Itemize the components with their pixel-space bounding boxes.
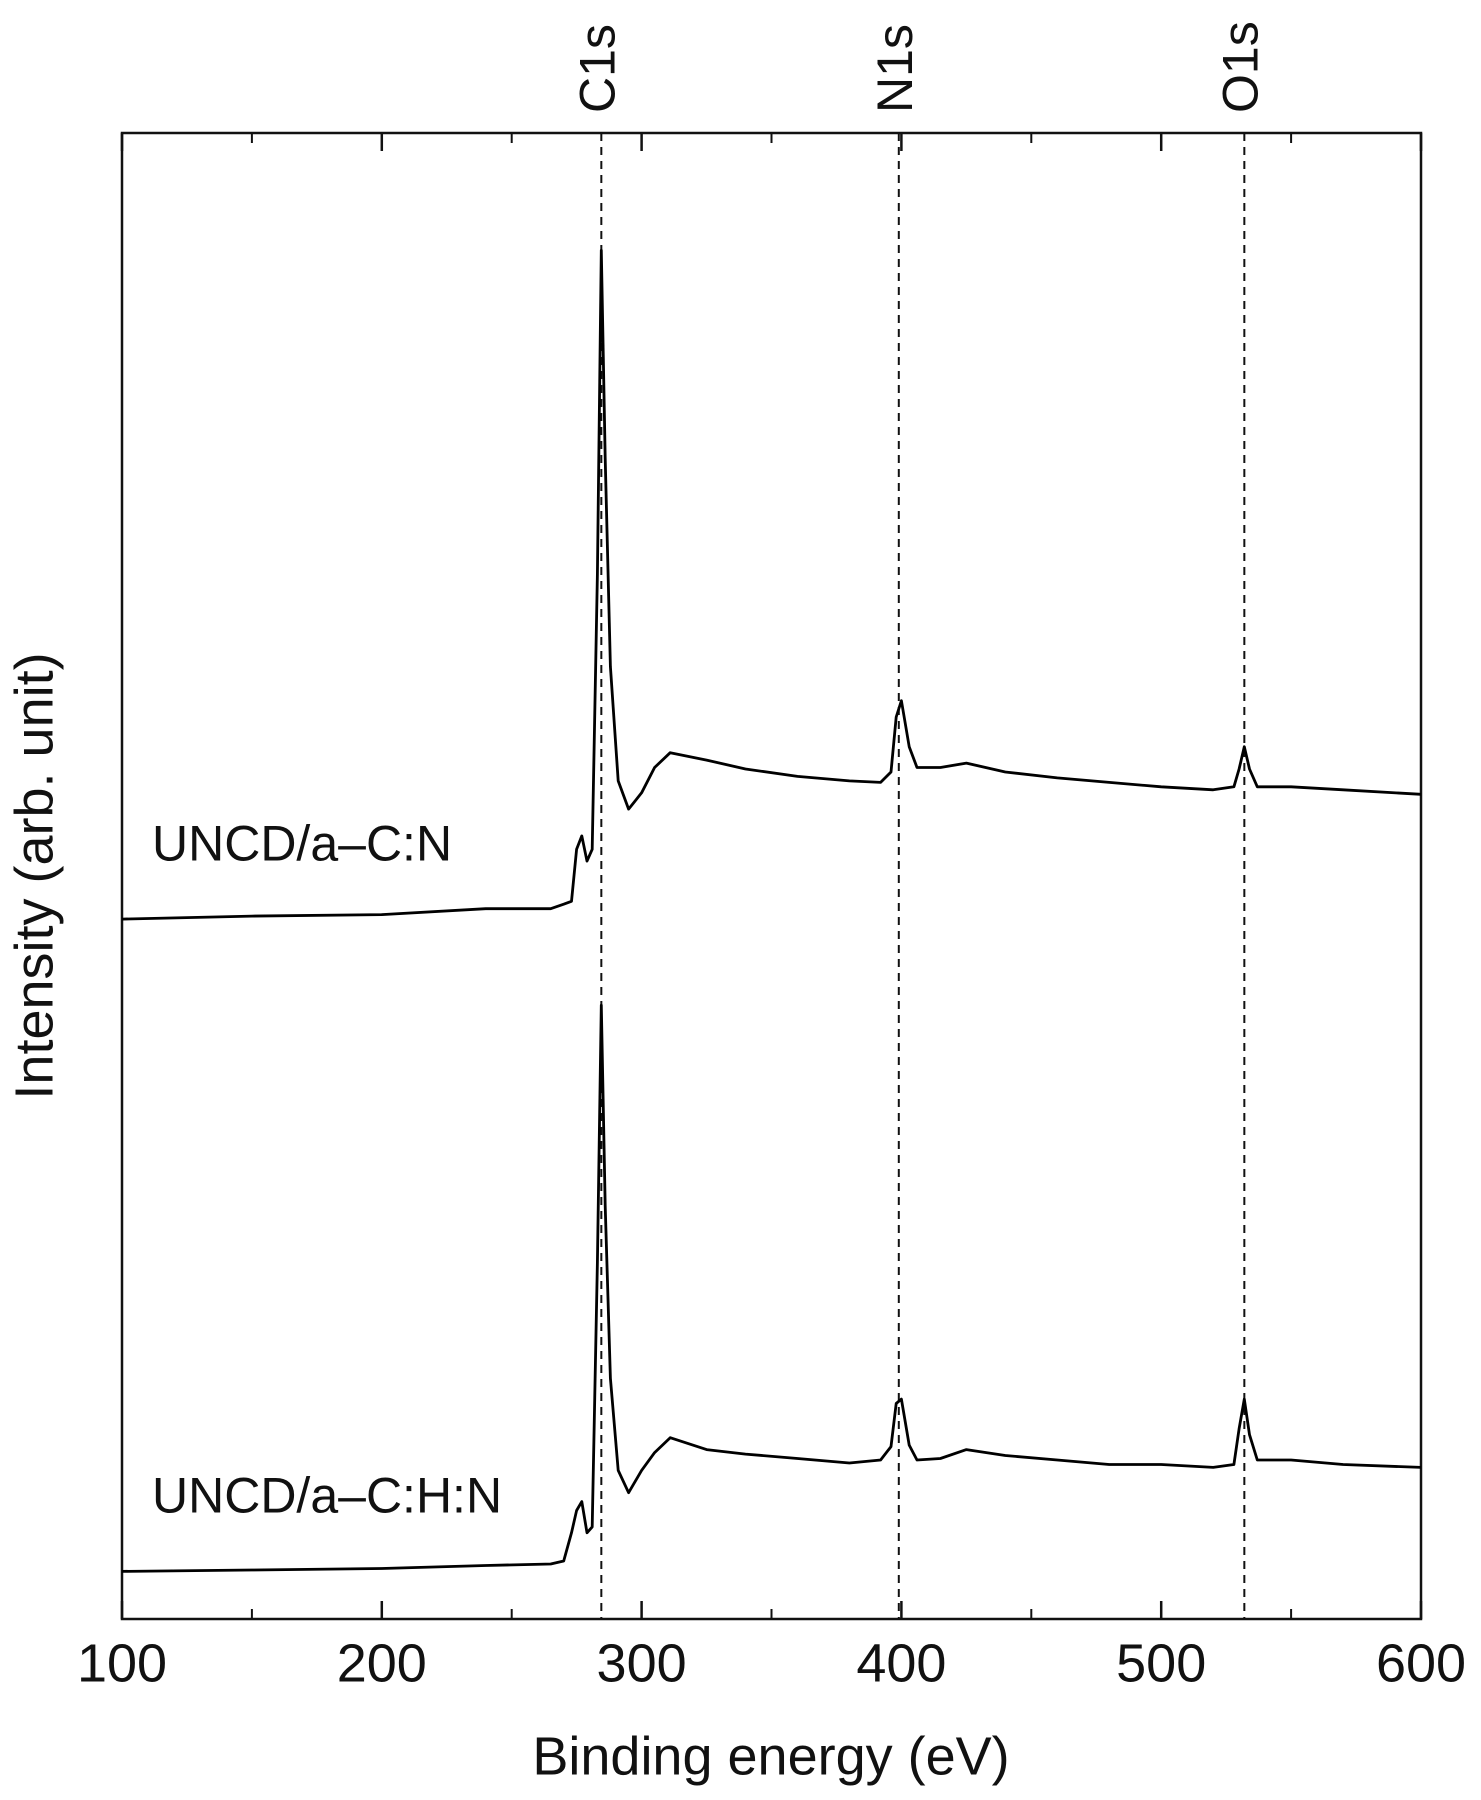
- x-tick-label: 300: [597, 1633, 687, 1693]
- y-axis-title: Intensity (arb. unit): [4, 652, 64, 1099]
- series-label: UNCD/a–C:H:N: [152, 1468, 502, 1524]
- peak-label: O1s: [1213, 21, 1269, 113]
- x-tick-label: 500: [1116, 1633, 1206, 1693]
- peak-label: N1s: [867, 24, 923, 113]
- spectrum-line: [121, 249, 1422, 921]
- peak-label: C1s: [570, 24, 626, 113]
- plot-frame: [120, 131, 1423, 1621]
- x-tick-label: 400: [856, 1633, 946, 1693]
- x-tick-label: 100: [77, 1633, 167, 1693]
- x-axis-title: Binding energy (eV): [532, 1726, 1009, 1786]
- spectrum-line: [121, 1003, 1422, 1573]
- series-label: UNCD/a–C:N: [152, 815, 452, 871]
- x-tick-label: 600: [1376, 1633, 1466, 1693]
- x-tick-label: 200: [337, 1633, 427, 1693]
